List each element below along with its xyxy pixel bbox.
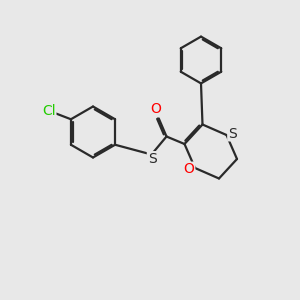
Text: S: S: [228, 127, 237, 140]
Text: O: O: [151, 103, 161, 116]
Text: Cl: Cl: [42, 104, 56, 118]
Text: S: S: [148, 152, 157, 166]
Text: O: O: [184, 163, 194, 176]
